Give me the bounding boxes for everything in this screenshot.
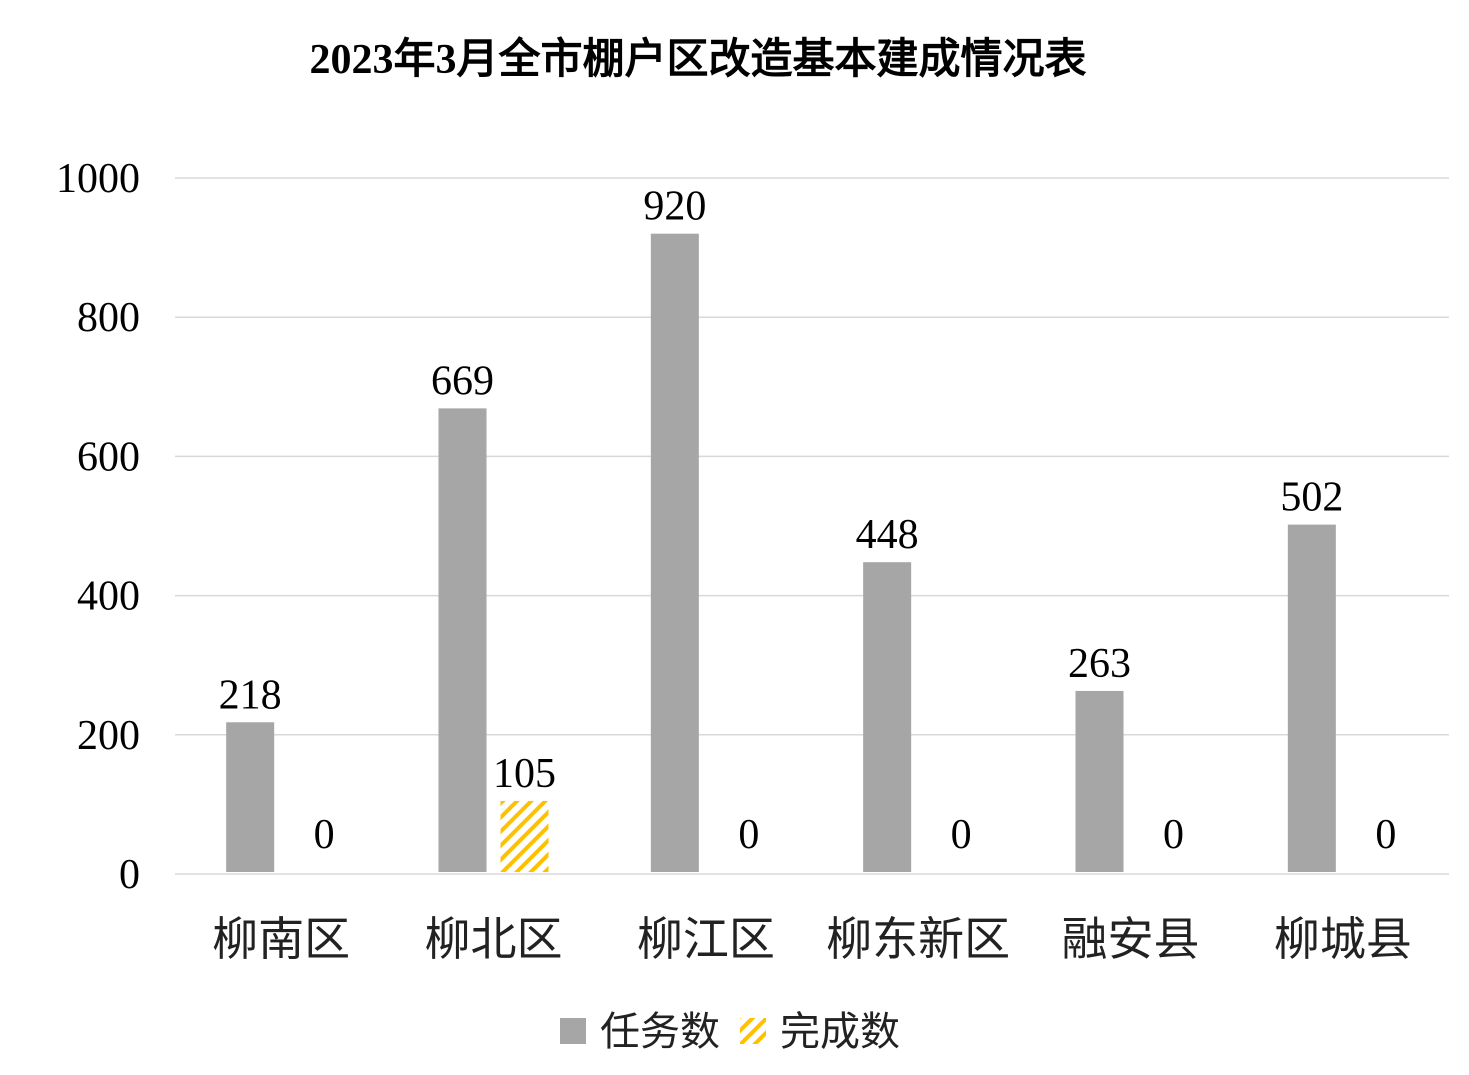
y-tick-label: 600 xyxy=(77,434,140,480)
x-category-label: 柳东新区 xyxy=(826,914,1010,965)
data-label: 218 xyxy=(219,672,282,718)
legend-swatch-task xyxy=(560,1018,586,1044)
x-category-label: 柳北区 xyxy=(425,914,563,965)
bar-completed xyxy=(500,800,549,872)
y-tick-label: 400 xyxy=(77,574,140,620)
bar-task xyxy=(650,233,699,872)
x-category-label: 融安县 xyxy=(1062,914,1200,965)
x-category-label: 柳江区 xyxy=(637,914,775,965)
data-label: 105 xyxy=(493,751,556,797)
data-label: 448 xyxy=(856,512,919,558)
legend-swatch-completed xyxy=(740,1018,766,1044)
data-label: 0 xyxy=(314,812,335,858)
data-label: 0 xyxy=(1375,812,1396,858)
y-tick-label: 0 xyxy=(119,852,140,898)
y-axis-ticks: 0 200 400 600 800 1000 xyxy=(56,156,140,898)
x-category-label: 柳城县 xyxy=(1274,914,1412,965)
data-label: 0 xyxy=(738,812,759,858)
data-label: 0 xyxy=(1163,812,1184,858)
bar-task xyxy=(1075,690,1124,872)
legend: 任务数 完成数 xyxy=(560,1009,900,1054)
data-label: 0 xyxy=(951,812,972,858)
y-tick-label: 1000 xyxy=(56,156,140,202)
y-tick-label: 200 xyxy=(77,713,140,759)
x-category-label: 柳南区 xyxy=(212,914,350,965)
data-label: 920 xyxy=(643,184,706,230)
data-labels: 218 0 669 105 920 0 448 0 263 0 502 0 xyxy=(219,184,1397,858)
bar-task xyxy=(1287,524,1336,872)
legend-label-task: 任务数 xyxy=(600,1009,720,1054)
data-label: 502 xyxy=(1280,475,1343,521)
gridlines xyxy=(175,177,1449,875)
bar-task xyxy=(438,408,487,872)
data-label: 263 xyxy=(1068,641,1131,687)
bar-task xyxy=(226,722,275,872)
chart-title: 2023年3月全市棚户区改造基本建成情况表 xyxy=(309,35,1086,83)
x-axis-categories: 柳南区 柳北区 柳江区 柳东新区 融安县 柳城县 xyxy=(212,914,1412,965)
data-label: 669 xyxy=(431,358,494,404)
legend-label-completed: 完成数 xyxy=(780,1009,900,1054)
y-tick-label: 800 xyxy=(77,295,140,341)
bars xyxy=(226,233,1336,872)
bar-task xyxy=(863,562,912,872)
